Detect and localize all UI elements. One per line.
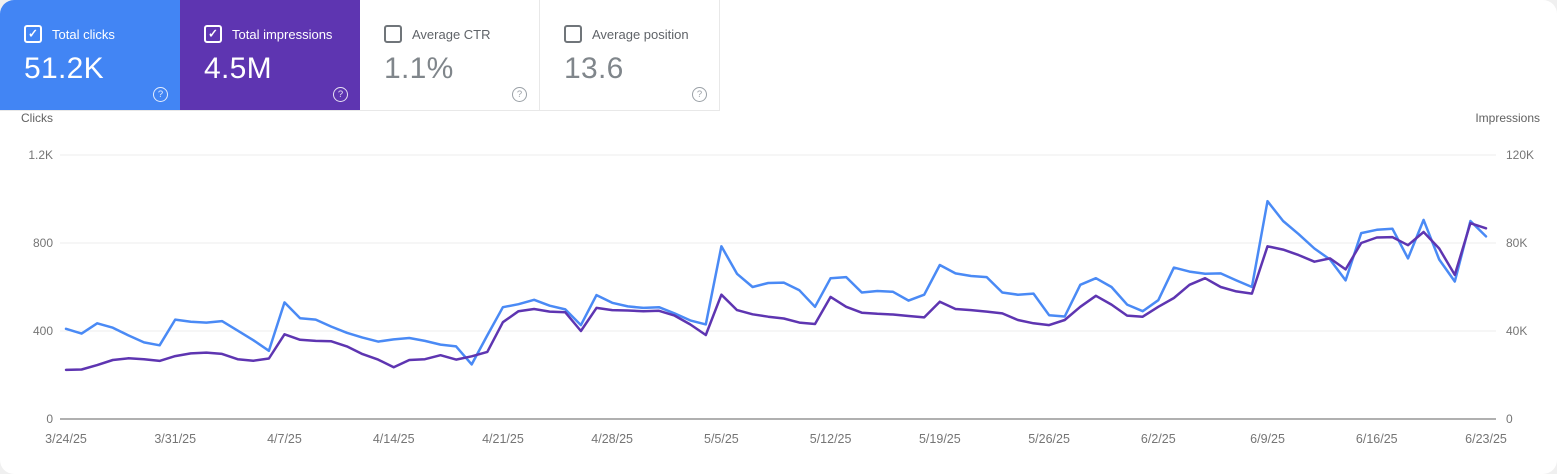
- average-position-value: 13.6: [564, 52, 624, 85]
- card-average-ctr[interactable]: ✓ Average CTR 1.1% ?: [360, 0, 540, 110]
- x-axis-date-label: 4/28/25: [591, 432, 633, 446]
- card-total-impressions[interactable]: ✓ Total impressions 4.5M ?: [180, 0, 360, 110]
- x-axis-date-label: 5/5/25: [703, 432, 739, 446]
- chart-plot-area[interactable]: [60, 135, 1496, 419]
- x-axis-date-label: 5/26/25: [1028, 432, 1070, 446]
- total-clicks-checkbox[interactable]: ✓: [24, 25, 42, 43]
- card-label: Total impressions: [232, 26, 333, 42]
- x-axis-date-label: 4/21/25: [482, 432, 524, 446]
- x-axis-date-label: 5/12/25: [809, 432, 852, 446]
- left-axis-tick-label: 400: [32, 324, 53, 338]
- help-icon[interactable]: ?: [153, 87, 168, 102]
- checkmark-icon: ✓: [207, 26, 219, 41]
- card-label: Total clicks: [52, 26, 115, 42]
- card-label-row: ✓ Total clicks: [24, 25, 180, 43]
- x-axis-date-label: 6/16/25: [1355, 432, 1398, 446]
- card-label: Average position: [592, 26, 689, 42]
- total-impressions-checkbox[interactable]: ✓: [204, 25, 222, 43]
- left-axis-tick-label: 1.2K: [28, 148, 53, 162]
- left-axis-tick-label: 0: [46, 412, 53, 426]
- help-icon[interactable]: ?: [692, 87, 707, 102]
- total-impressions-value: 4.5M: [204, 52, 272, 85]
- x-axis-date-label: 6/9/25: [1250, 432, 1285, 446]
- average-ctr-value: 1.1%: [384, 52, 454, 85]
- average-ctr-checkbox[interactable]: ✓: [384, 25, 402, 43]
- x-axis-date-label: 3/31/25: [154, 432, 197, 446]
- right-axis-tick-label: 80K: [1506, 236, 1528, 250]
- x-axis-date-label: 5/19/25: [918, 432, 961, 446]
- left-axis-tick-label: 800: [32, 236, 53, 250]
- right-axis-tick-label: 40K: [1506, 324, 1528, 338]
- right-axis-tick-label: 120K: [1506, 148, 1535, 162]
- card-label-row: ✓ Average position: [564, 25, 719, 43]
- card-label-row: ✓ Average CTR: [384, 25, 539, 43]
- average-position-checkbox[interactable]: ✓: [564, 25, 582, 43]
- card-label: Average CTR: [412, 26, 491, 42]
- card-label-row: ✓ Total impressions: [204, 25, 360, 43]
- help-icon[interactable]: ?: [333, 87, 348, 102]
- x-axis-date-label: 6/23/25: [1465, 432, 1507, 446]
- x-axis-date-label: 4/7/25: [267, 432, 302, 446]
- card-total-clicks[interactable]: ✓ Total clicks 51.2K ?: [0, 0, 180, 110]
- x-axis-date-label: 4/14/25: [372, 432, 415, 446]
- right-axis-tick-label: 0: [1506, 412, 1513, 426]
- metric-cards-row: ✓ Total clicks 51.2K ? ✓ Total impressio…: [0, 0, 720, 111]
- x-axis-date-label: 3/24/25: [45, 432, 87, 446]
- right-axis-title: Impressions: [1475, 111, 1540, 125]
- x-axis-date-label: 6/2/25: [1140, 432, 1176, 446]
- total-clicks-value: 51.2K: [24, 52, 104, 85]
- card-average-position[interactable]: ✓ Average position 13.6 ?: [540, 0, 720, 110]
- help-icon[interactable]: ?: [512, 87, 527, 102]
- checkmark-icon: ✓: [27, 26, 39, 41]
- left-axis-title: Clicks: [21, 111, 53, 125]
